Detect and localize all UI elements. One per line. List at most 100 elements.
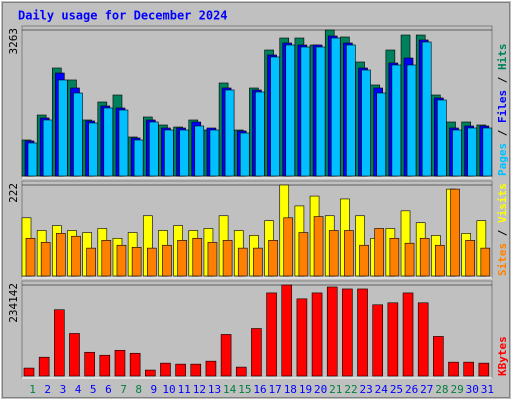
bar: [192, 237, 203, 277]
bar: [101, 240, 112, 277]
legend-separator: /: [496, 70, 509, 90]
bar: [253, 247, 263, 277]
x-tick-label: 24: [375, 383, 389, 396]
x-tick-label: 4: [75, 383, 82, 396]
x-tick-label: 21: [329, 383, 342, 396]
bar: [175, 363, 186, 377]
legend-entry: KBytes: [496, 336, 509, 376]
y-tick-label: 234142: [7, 283, 20, 323]
bar: [463, 361, 474, 377]
x-tick-label: 12: [193, 383, 206, 396]
bar: [131, 247, 142, 277]
bar: [177, 240, 187, 277]
bar: [361, 69, 371, 177]
y-tick-label: 3263: [7, 28, 20, 55]
x-tick-label: 15: [238, 383, 251, 396]
bar: [482, 127, 493, 177]
bar: [164, 129, 174, 177]
bar: [58, 79, 68, 177]
bar: [237, 247, 248, 277]
bar: [88, 122, 98, 177]
bar: [417, 302, 429, 377]
bar: [239, 132, 250, 177]
bar: [478, 362, 490, 377]
bar: [328, 230, 339, 277]
bar: [69, 333, 80, 377]
bar: [283, 217, 294, 277]
x-tick-label: 10: [162, 383, 175, 396]
bar: [23, 367, 35, 377]
bar: [205, 360, 217, 377]
bar: [465, 240, 475, 277]
x-tick-label: 30: [466, 383, 479, 396]
chart-title: Daily usage for December 2024: [18, 9, 228, 23]
legend: Pages / Files / Hits: [496, 44, 509, 177]
bar: [27, 142, 38, 177]
bar: [190, 363, 202, 377]
x-tick-label: 5: [90, 383, 97, 396]
legend: KBytes: [496, 336, 509, 376]
x-tick-label: 17: [269, 383, 282, 396]
bar: [266, 292, 277, 377]
bar: [448, 361, 459, 377]
bar: [313, 216, 324, 277]
bar: [38, 356, 50, 377]
bar: [103, 107, 114, 177]
x-tick-label: 16: [253, 383, 266, 396]
bar: [235, 366, 247, 377]
bar: [311, 292, 323, 377]
bar: [435, 244, 445, 277]
bar: [220, 334, 232, 377]
bar: [404, 242, 415, 277]
bar: [118, 109, 129, 177]
bar: [298, 232, 309, 277]
x-tick-label: 7: [120, 383, 127, 396]
bar: [54, 309, 65, 377]
legend-entry: Files: [496, 90, 509, 123]
bar: [133, 139, 144, 177]
bar: [40, 242, 51, 277]
x-tick-label: 6: [105, 383, 112, 396]
x-tick-label: 23: [360, 383, 373, 396]
bar: [357, 288, 368, 377]
bar: [162, 244, 172, 277]
x-tick-label: 8: [135, 383, 142, 396]
x-tick-label: 19: [299, 383, 312, 396]
bar: [251, 328, 262, 377]
bar: [480, 247, 491, 277]
x-tick-label: 13: [208, 383, 221, 396]
bar: [421, 41, 432, 177]
bar: [209, 129, 220, 177]
x-tick-label: 3: [60, 383, 67, 396]
bar: [148, 121, 159, 177]
x-tick-label: 18: [284, 383, 297, 396]
bar: [268, 240, 278, 277]
bar: [391, 64, 402, 177]
x-tick-label: 20: [314, 383, 327, 396]
bar: [452, 129, 462, 177]
bar: [114, 349, 126, 377]
x-tick-label: 2: [44, 383, 51, 396]
x-tick-label: 14: [223, 383, 237, 396]
bar: [73, 92, 83, 177]
bar: [207, 242, 218, 277]
bar: [374, 228, 385, 277]
bar: [437, 99, 447, 177]
bar: [372, 304, 384, 377]
bar: [222, 240, 233, 277]
bar: [346, 44, 356, 177]
x-tick-label: 28: [435, 383, 448, 396]
bar: [129, 352, 141, 377]
bar: [387, 302, 399, 377]
x-tick-label: 26: [405, 383, 418, 396]
legend-entry: Visits: [496, 183, 509, 223]
bar: [467, 127, 477, 177]
bar: [281, 284, 293, 377]
bar: [270, 56, 280, 177]
bar: [450, 188, 460, 277]
bar: [86, 247, 96, 277]
bar: [194, 125, 205, 177]
legend-entry: Sites: [496, 243, 509, 276]
